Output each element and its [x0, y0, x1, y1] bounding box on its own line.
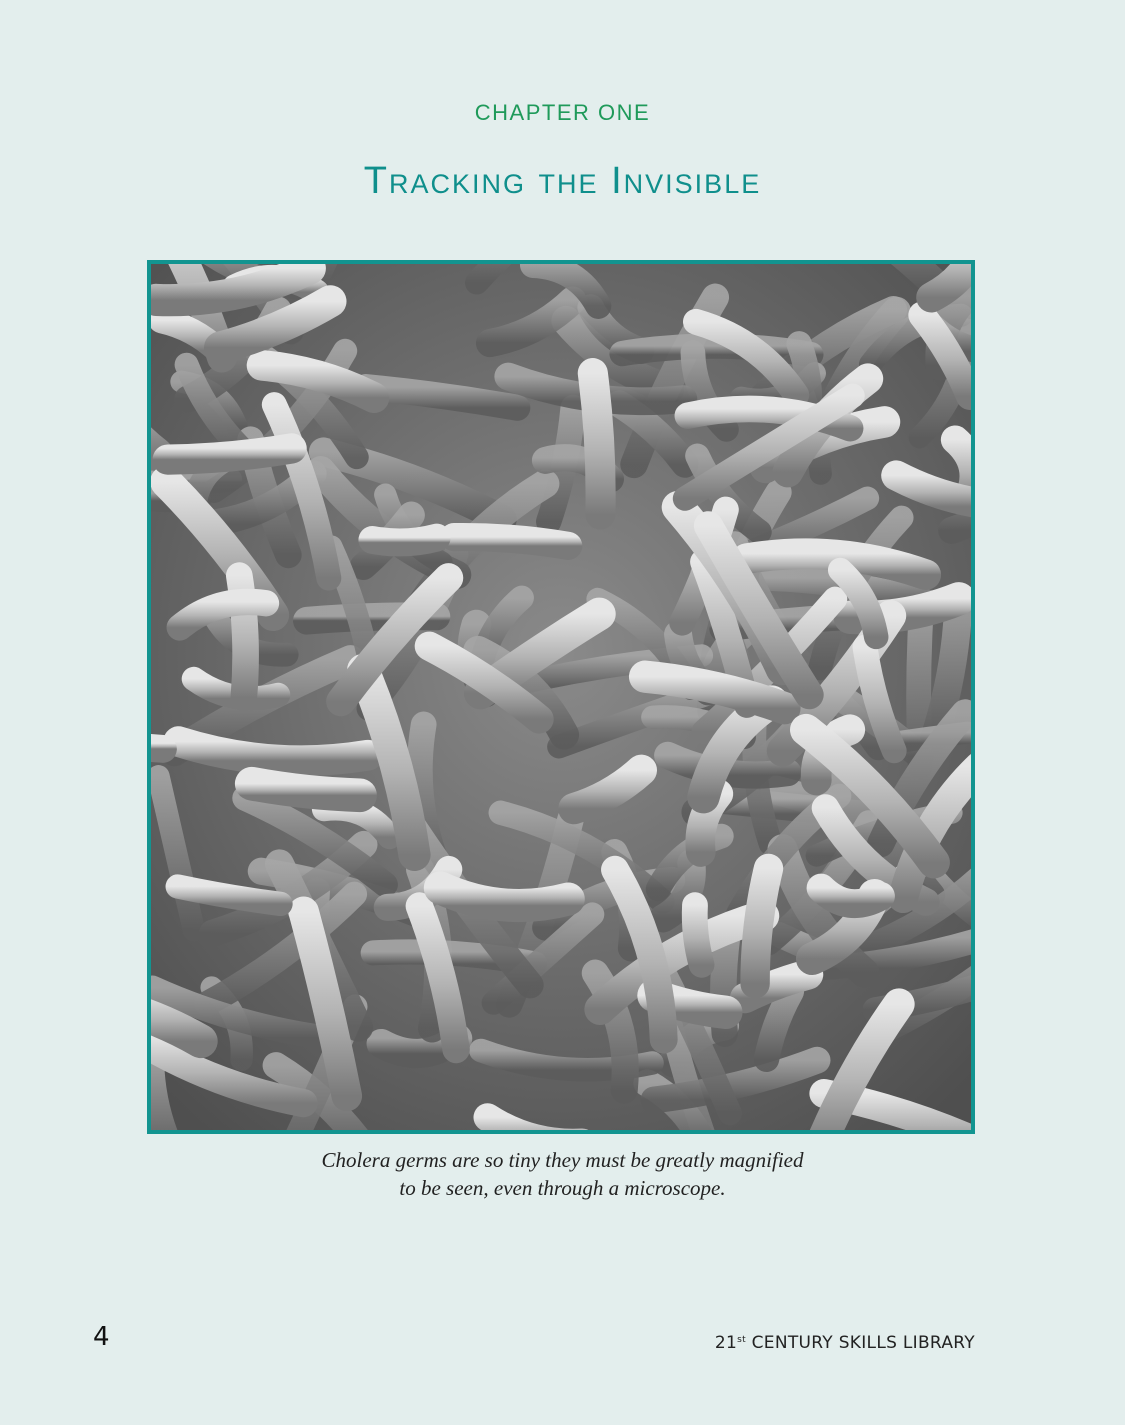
- bacterium-rod: [488, 800, 675, 914]
- bacterium-rod: [232, 785, 398, 898]
- bacterium-rod: [165, 874, 293, 917]
- bacterium-rod: [246, 350, 390, 413]
- bacterium-rod: [414, 631, 554, 734]
- bacterium-rod: [163, 726, 384, 777]
- bacterium-rod: [358, 523, 451, 557]
- series-rest: CENTURY SKILLS LIBRARY: [745, 1333, 975, 1353]
- bacterium-rod: [151, 1048, 178, 1130]
- bacterium-rod: [423, 871, 585, 922]
- bacterium-rod: [584, 900, 780, 1026]
- bacterium-rod: [519, 264, 612, 319]
- bacterium-rod: [601, 855, 678, 1054]
- bacterium-rod: [938, 509, 971, 544]
- bacterium-rod: [558, 754, 657, 825]
- figure-caption: Cholera germs are so tiny they must be g…: [0, 1146, 1125, 1202]
- bacterium-rod: [581, 959, 639, 1104]
- bacterium-rod: [693, 511, 824, 710]
- bacterium-rod: [151, 1031, 318, 1118]
- bacterium-rod: [731, 538, 942, 591]
- bacterium-rod: [481, 902, 605, 1015]
- bacterium-rod: [262, 1052, 368, 1130]
- bacterium-rod: [753, 979, 804, 1072]
- caption-line-2: to be seen, even through a microscope.: [399, 1176, 726, 1200]
- bacterium-rod: [908, 301, 971, 410]
- chapter-label: CHAPTER ONE: [474, 100, 651, 125]
- bacterium-rod: [740, 853, 784, 999]
- bacterium-rod: [649, 849, 706, 933]
- bacterium-rod: [151, 733, 177, 763]
- bacterium-rod: [640, 1046, 831, 1114]
- bacterium-rod: [681, 892, 715, 978]
- bacteria-image: [151, 264, 971, 1130]
- chapter-title: Tracking the Invisible: [363, 160, 762, 202]
- bacterium-rod: [767, 834, 880, 988]
- bacterium-rod: [288, 896, 363, 1112]
- bacterium-rod: [890, 264, 952, 301]
- series-prefix: 21: [714, 1333, 738, 1353]
- bacterium-rod: [194, 881, 368, 1017]
- bacterium-rod: [473, 1103, 589, 1130]
- bacterium-rod: [790, 713, 950, 879]
- bacterium-rod: [204, 285, 347, 364]
- bacterium-rod: [609, 333, 824, 368]
- bacterium-rod: [326, 563, 464, 717]
- bacterium-rod: [475, 286, 587, 358]
- bacterium-rod: [151, 999, 218, 1059]
- bacterium-rod: [261, 392, 342, 591]
- bacterium-rod: [166, 588, 280, 641]
- bacterium-rod: [405, 892, 470, 1064]
- bacterium-rod: [439, 522, 583, 560]
- bacterium-rod: [152, 433, 307, 475]
- series-superscript: st: [737, 1335, 746, 1345]
- bacterium-rod: [151, 264, 326, 317]
- bacterium-rod: [347, 653, 431, 871]
- caption-line-1: Cholera germs are so tiny they must be g…: [321, 1148, 804, 1172]
- bacterium-rod: [464, 264, 512, 295]
- bacterium-rod: [852, 634, 907, 764]
- bacterium-rod: [809, 988, 915, 1130]
- bacterium-rod: [827, 557, 889, 650]
- bacterium-rod: [672, 383, 865, 511]
- bacterium-rod: [628, 660, 801, 725]
- bacterium-rod: [806, 873, 895, 919]
- bacterium-rod: [888, 754, 971, 914]
- bacterium-rod: [577, 358, 616, 530]
- bacterium-rod: [151, 975, 340, 1051]
- series-name: 21st CENTURY SKILLS LIBRARY: [715, 1333, 975, 1353]
- page-number: 4: [93, 1322, 110, 1352]
- bacterium-rod: [683, 308, 810, 408]
- microscope-photo: [147, 260, 975, 1134]
- bacterium-rod: [881, 460, 971, 518]
- bacterium-rod: [916, 264, 971, 313]
- bacterium-rod: [234, 766, 377, 813]
- bacterium-rod: [463, 635, 580, 750]
- bacterium-rod: [151, 765, 206, 942]
